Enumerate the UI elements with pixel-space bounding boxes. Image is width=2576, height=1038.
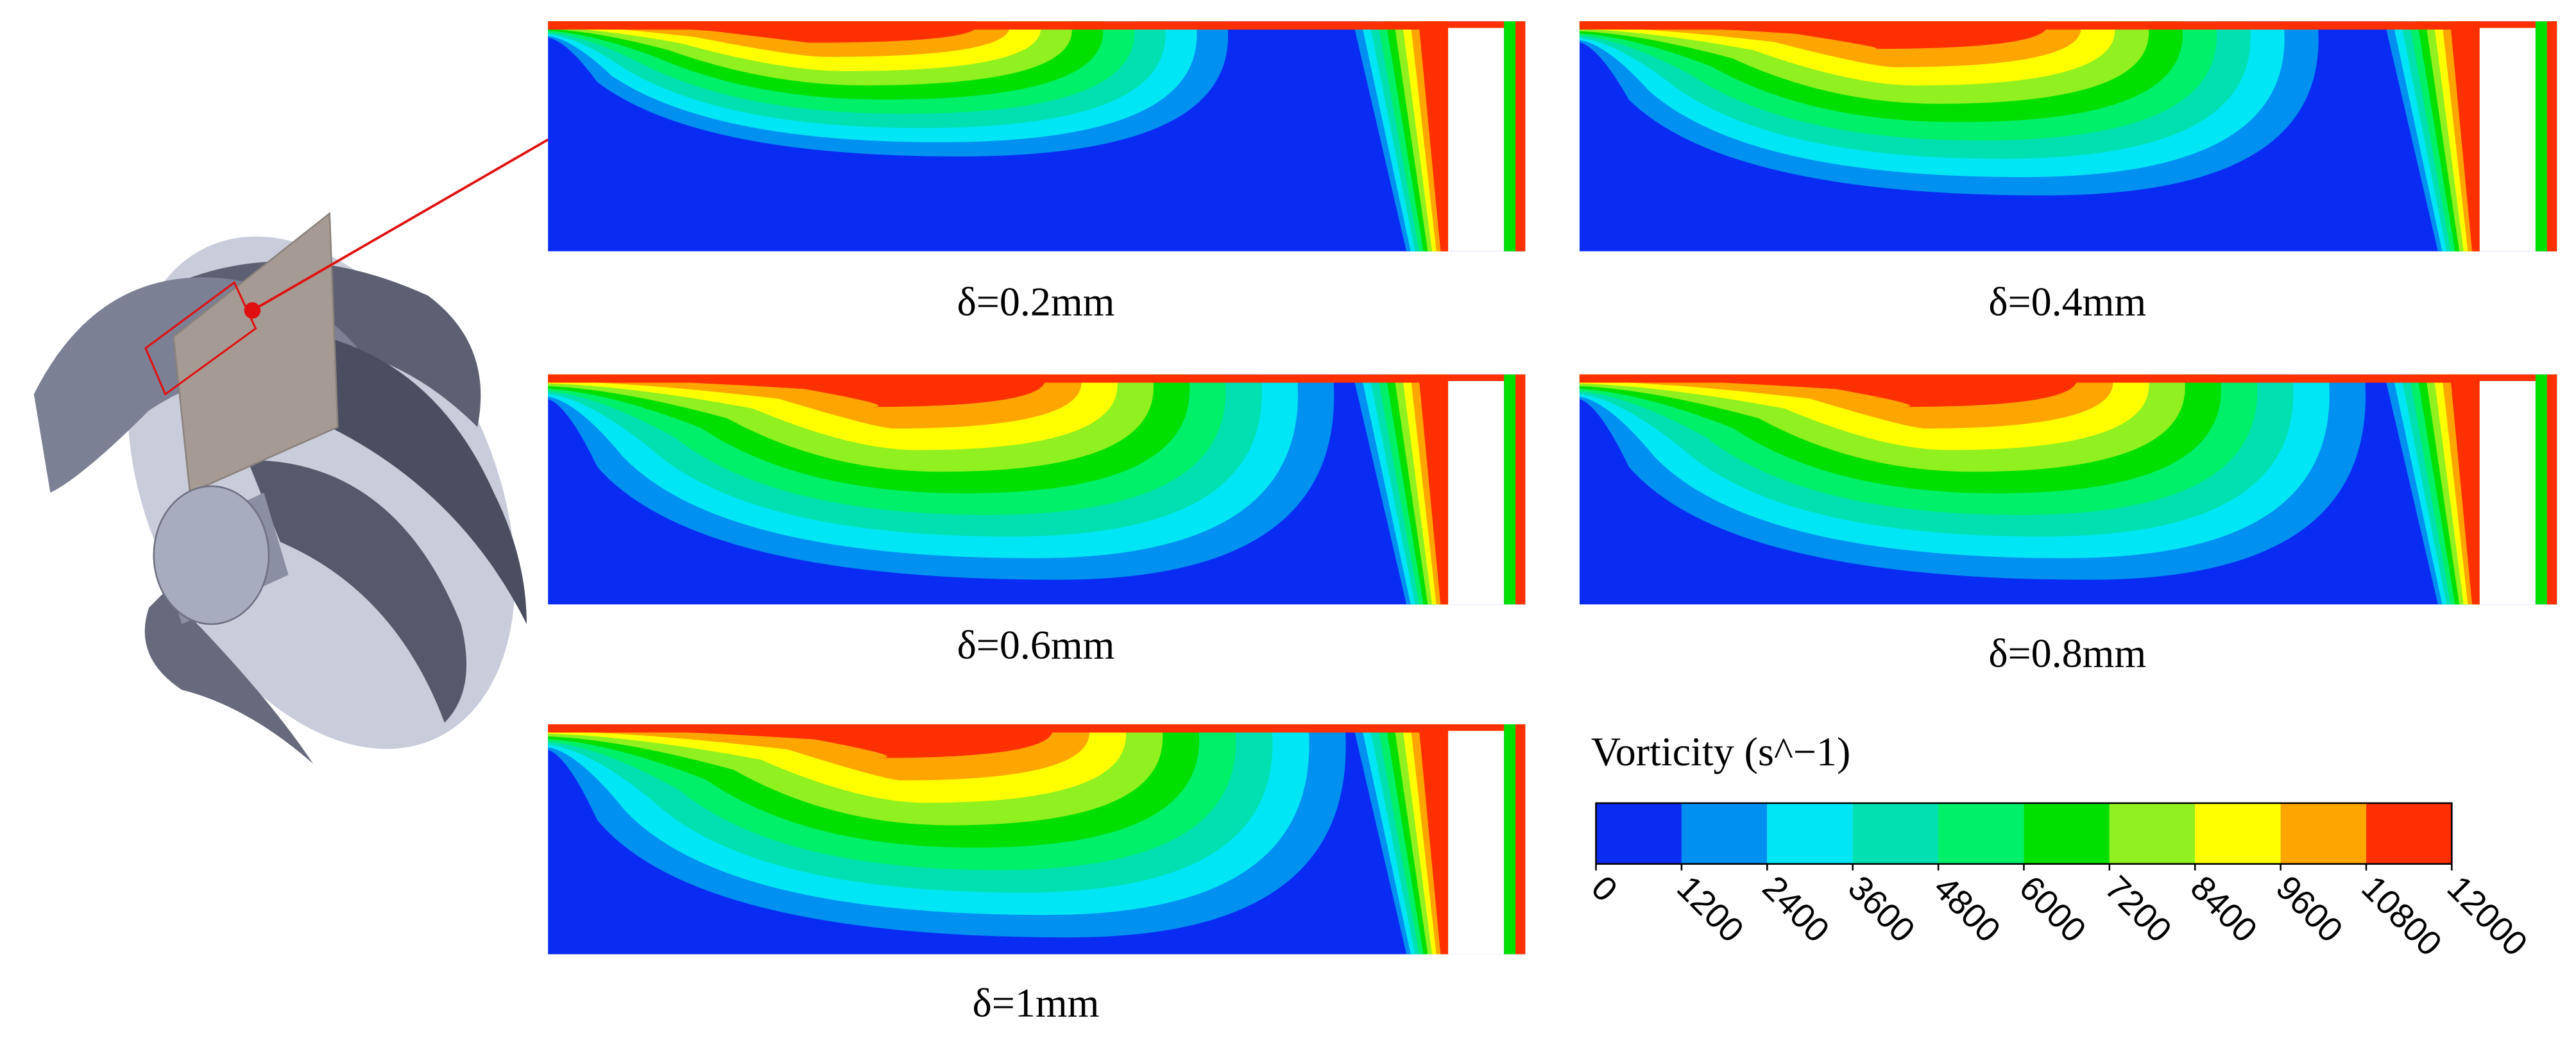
panel-label: δ=0.8mm <box>1988 630 2146 676</box>
blade-gap <box>1448 731 1505 955</box>
contour-panel <box>1579 374 2557 605</box>
colorbar-tick-label: 1200 <box>1669 869 1751 950</box>
top-band <box>548 724 1526 733</box>
top-band <box>548 21 1526 30</box>
colorbar: Vorticity (s^−1) 0 1200 2400 3600 4800 6000 72… <box>1584 729 2535 964</box>
top-band <box>1579 374 2557 383</box>
wall-band <box>2450 21 2480 251</box>
blade-gap <box>1448 380 1505 605</box>
wall-band <box>1419 374 1449 605</box>
colorbar-segment <box>1938 803 2024 864</box>
top-band <box>548 374 1526 383</box>
colorbar-segment <box>1681 803 1768 864</box>
panel-label: δ=0.6mm <box>957 622 1115 668</box>
tip-band <box>1515 374 1526 605</box>
tip-band <box>2546 21 2557 251</box>
panel-label: δ=0.2mm <box>957 279 1115 325</box>
colorbar-tick-label: 2400 <box>1755 869 1837 950</box>
colorbar-segment <box>1852 803 1939 864</box>
colorbar-tick-label: 4800 <box>1926 869 2008 950</box>
colorbar-tick-label: 9600 <box>2269 869 2350 950</box>
tip-band <box>1515 21 1526 251</box>
colorbar-segment <box>2366 803 2452 864</box>
colorbar-segment <box>2024 803 2110 864</box>
colorbar-tick-label: 8400 <box>2183 869 2264 950</box>
panel-label: δ=0.4mm <box>1988 279 2146 325</box>
tip-band <box>2546 374 2557 605</box>
panel-label: δ=1mm <box>973 980 1100 1026</box>
contour-panel <box>548 374 1526 605</box>
colorbar-tick-label: 10800 <box>2354 869 2449 964</box>
blade-gap <box>2479 380 2536 605</box>
wall-band <box>1419 21 1449 251</box>
colorbar-segment <box>1596 803 1682 864</box>
colorbar-segment <box>2109 803 2196 864</box>
colorbar-segment <box>2280 803 2366 864</box>
contour-band <box>548 724 1053 758</box>
contour-panels: δ=0.2mm δ=0.4mm δ=0.6mm δ=0.8mm δ=1mm <box>548 21 2557 1026</box>
contour-panel <box>1579 21 2557 251</box>
contour-panel <box>548 724 1526 955</box>
top-band <box>1579 21 2557 30</box>
colorbar-tick-label: 6000 <box>2012 869 2094 950</box>
colorbar-tick-label: 0 <box>1584 869 1625 910</box>
colorbar-segment <box>2195 803 2281 864</box>
colorbar-tick-label: 3600 <box>1841 869 1922 950</box>
wall-band <box>2450 374 2480 605</box>
impeller <box>33 138 549 764</box>
colorbar-tick-label: 7200 <box>2097 869 2179 950</box>
blade-gap <box>1448 28 1505 251</box>
wall-band <box>1419 724 1449 955</box>
colorbar-tick-label: 12000 <box>2440 869 2535 964</box>
tip-band <box>1515 724 1526 955</box>
contour-panel <box>548 21 1526 251</box>
blade-gap <box>2479 28 2536 251</box>
colorbar-title: Vorticity (s^−1) <box>1591 729 1850 774</box>
colorbar-segment <box>1767 803 1853 864</box>
